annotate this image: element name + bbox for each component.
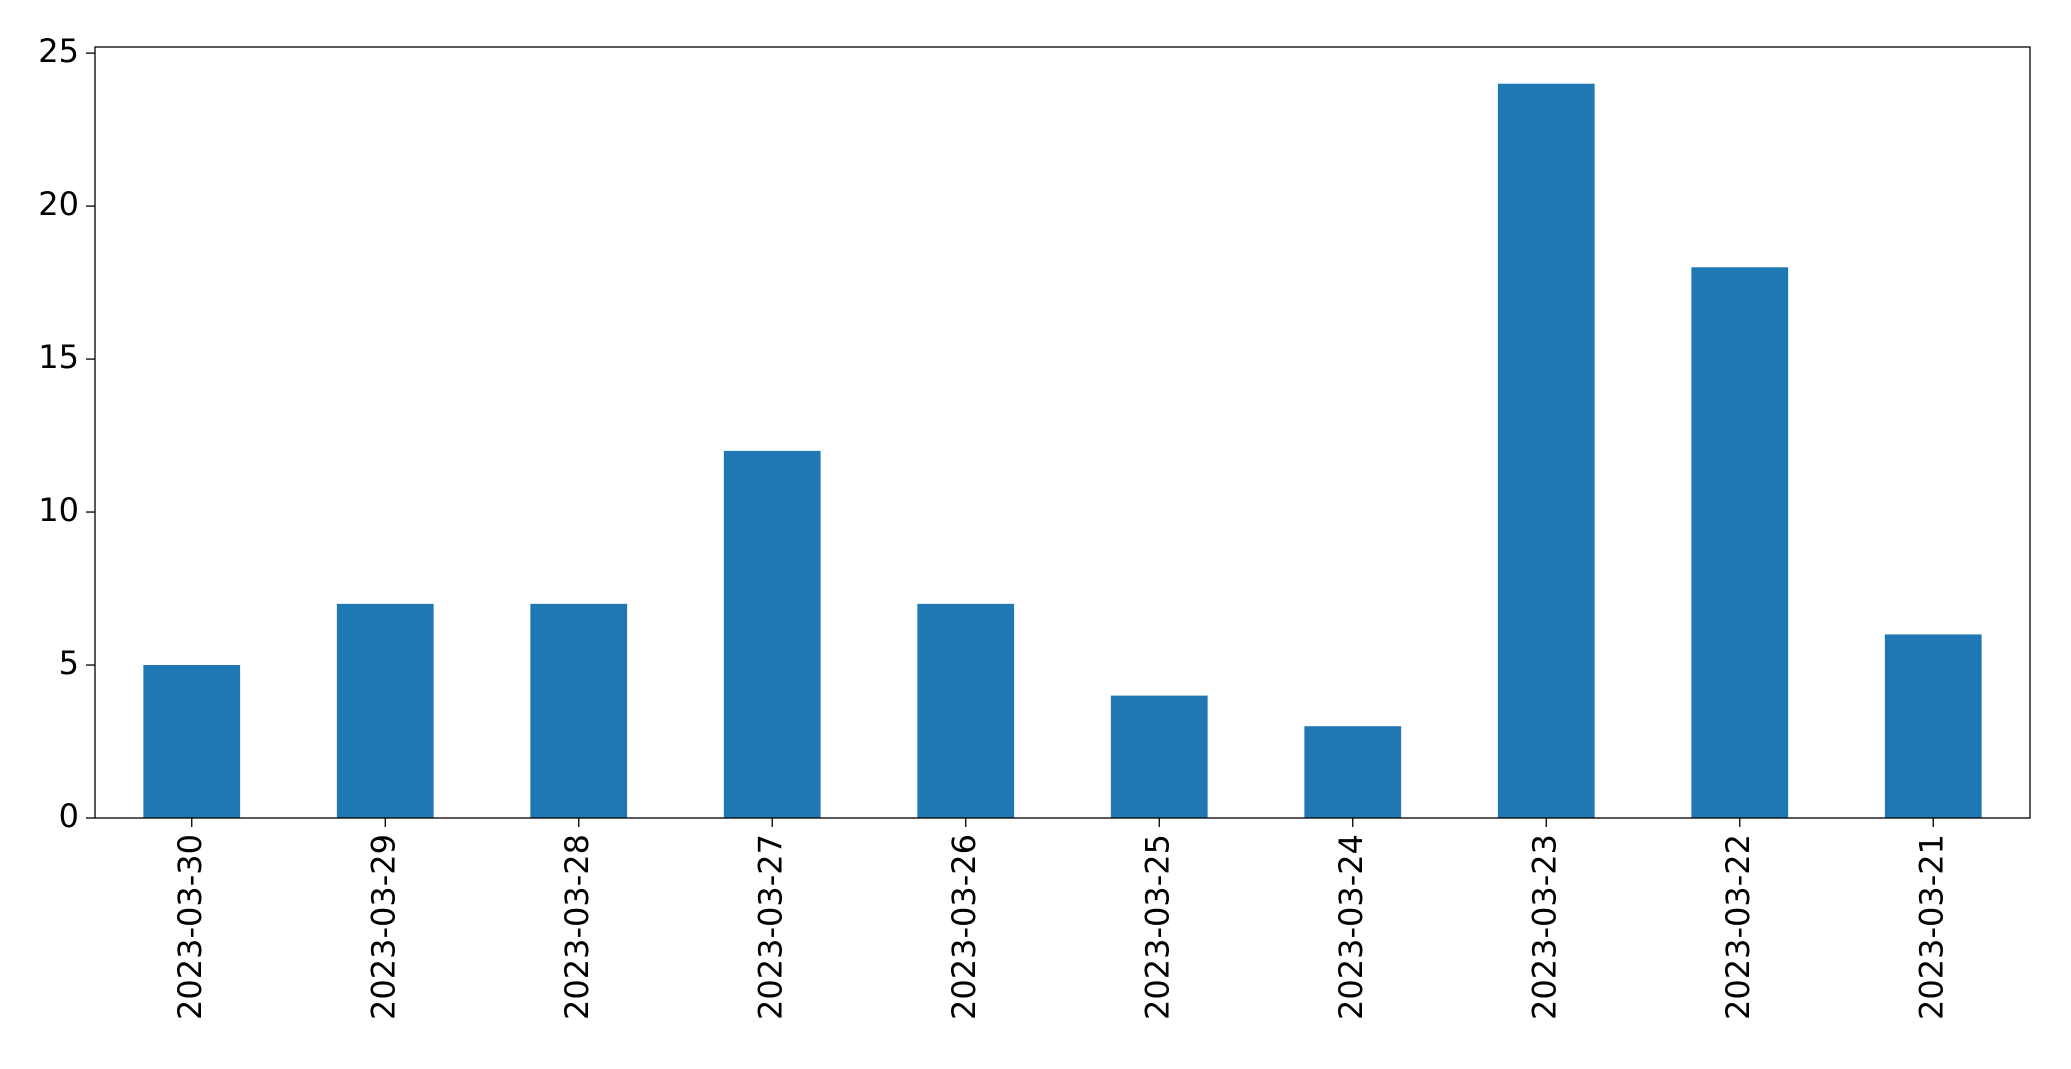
x-tick-label: 2023-03-27 <box>751 834 789 1020</box>
x-tick-label: 2023-03-22 <box>1719 834 1757 1020</box>
x-tick-label: 2023-03-23 <box>1525 834 1563 1020</box>
y-tick-label: 20 <box>38 185 79 223</box>
y-tick-label: 5 <box>59 644 79 682</box>
x-tick-label: 2023-03-25 <box>1138 834 1176 1020</box>
plot-frame <box>94 46 2031 819</box>
bar <box>1304 726 1402 818</box>
bar <box>530 603 628 818</box>
y-tick-label: 0 <box>59 797 79 835</box>
y-tick-label: 10 <box>38 491 79 529</box>
bar <box>336 603 434 818</box>
bar <box>723 450 821 818</box>
bar <box>1110 695 1208 818</box>
x-tick-label: 2023-03-26 <box>945 834 983 1020</box>
x-tick-label: 2023-03-30 <box>171 834 209 1020</box>
x-tick-label: 2023-03-28 <box>558 834 596 1020</box>
bar <box>143 665 241 818</box>
bar <box>1497 83 1595 818</box>
x-tick-label: 2023-03-21 <box>1912 834 1950 1020</box>
x-tick-label: 2023-03-24 <box>1332 834 1370 1020</box>
x-tick-label: 2023-03-29 <box>364 834 402 1020</box>
y-tick-label: 15 <box>38 338 79 376</box>
y-tick-label: 25 <box>38 32 79 70</box>
bar <box>1884 634 1982 818</box>
bar <box>1691 267 1789 818</box>
bar <box>917 603 1015 818</box>
